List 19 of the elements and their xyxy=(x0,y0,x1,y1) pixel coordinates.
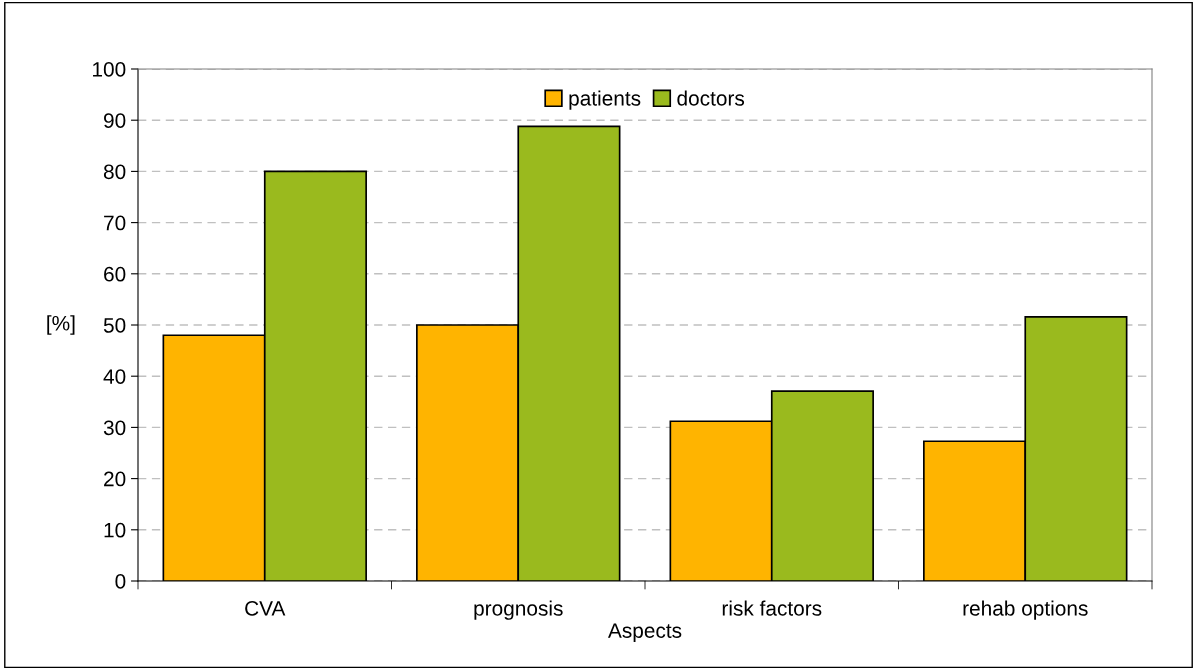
y-tick-label: 40 xyxy=(103,369,126,384)
y-tick-label: 20 xyxy=(104,471,126,487)
y-tick-label: 100 xyxy=(93,62,126,77)
y-tick-label: 80 xyxy=(103,164,126,180)
x-axis-title: Aspects xyxy=(607,623,682,643)
x-tick-label: prognosis xyxy=(474,600,563,620)
x-tick-label: rehab options xyxy=(963,600,1088,620)
y-tick-label: 90 xyxy=(104,113,126,128)
legend-label: patients xyxy=(569,90,641,110)
x-tick-label: risk factors xyxy=(722,600,822,616)
y-tick-label: 70 xyxy=(104,215,126,231)
legend-label: doctors xyxy=(677,90,745,106)
y-tick-label: 10 xyxy=(104,522,126,538)
x-tick-label: CVA xyxy=(245,600,286,616)
y-axis-title: [%] xyxy=(47,315,75,335)
y-tick-label: 60 xyxy=(104,266,126,282)
y-tick-label: 30 xyxy=(103,420,126,436)
y-tick-label: 50 xyxy=(103,318,126,333)
y-tick-label: 0 xyxy=(115,574,126,589)
